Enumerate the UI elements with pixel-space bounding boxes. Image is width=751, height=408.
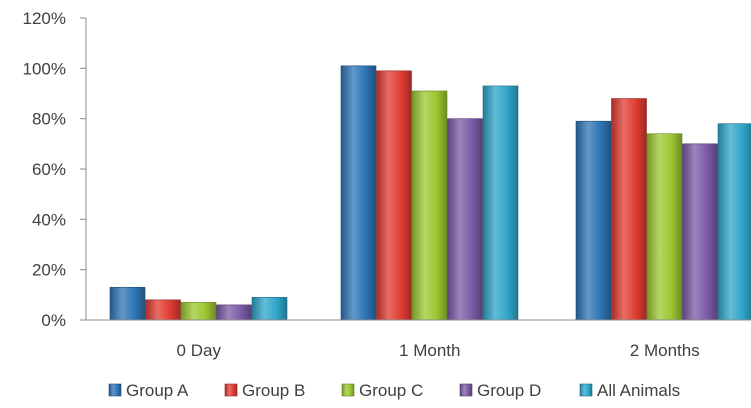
- legend-label-group-d: Group D: [477, 381, 541, 400]
- legend-label-group-b: Group B: [242, 381, 305, 400]
- bar-group-b-2-months: [611, 98, 647, 321]
- y-tick-label: 40%: [32, 210, 66, 229]
- legend-swatch-group-b: [224, 383, 238, 397]
- bar-group-d-1-month: [447, 118, 483, 321]
- bar-all-animals-2-months: [717, 123, 751, 321]
- x-category-label: 2 Months: [630, 341, 700, 360]
- bar-group-a-0-day: [109, 286, 146, 321]
- bar-group-a-2-months: [575, 120, 612, 321]
- legend-swatch-all-animals: [579, 383, 593, 397]
- legend-swatch-group-d: [459, 383, 473, 397]
- y-tick-label: 0%: [41, 311, 66, 330]
- bar-group-c-0-day: [180, 302, 217, 321]
- x-axis: 0 Day 1 Month 2 Months: [86, 319, 751, 360]
- bar-group-d-2-months: [682, 143, 718, 321]
- legend-label-all-animals: All Animals: [597, 381, 680, 400]
- x-category-label: 1 Month: [399, 341, 460, 360]
- bar-group-b-1-month: [376, 70, 412, 321]
- bar-group-b-0-day: [145, 299, 181, 321]
- legend-swatch-group-a: [108, 383, 122, 397]
- bar-group-a-1-month: [340, 65, 377, 321]
- bar-group-c-1-month: [411, 90, 448, 321]
- y-axis: 0% 20% 40% 60% 80% 100% 120%: [23, 9, 87, 330]
- y-tick-label: 20%: [32, 261, 66, 280]
- y-tick-label: 80%: [32, 110, 66, 129]
- legend-label-group-a: Group A: [126, 381, 189, 400]
- legend: Group A Group B Group C Group D All Animals: [108, 381, 680, 400]
- legend-swatch-group-c: [341, 383, 355, 397]
- bar-group-d-0-day: [216, 304, 252, 321]
- bar-group-c-2-months: [646, 133, 683, 321]
- y-tick-label: 120%: [23, 9, 66, 28]
- legend-label-group-c: Group C: [359, 381, 423, 400]
- bar-all-animals-1-month: [482, 85, 519, 321]
- y-tick-label: 100%: [23, 59, 66, 78]
- bars: [109, 65, 751, 321]
- x-category-label: 0 Day: [177, 341, 222, 360]
- y-tick-label: 60%: [32, 160, 66, 179]
- bar-all-animals-0-day: [251, 297, 288, 321]
